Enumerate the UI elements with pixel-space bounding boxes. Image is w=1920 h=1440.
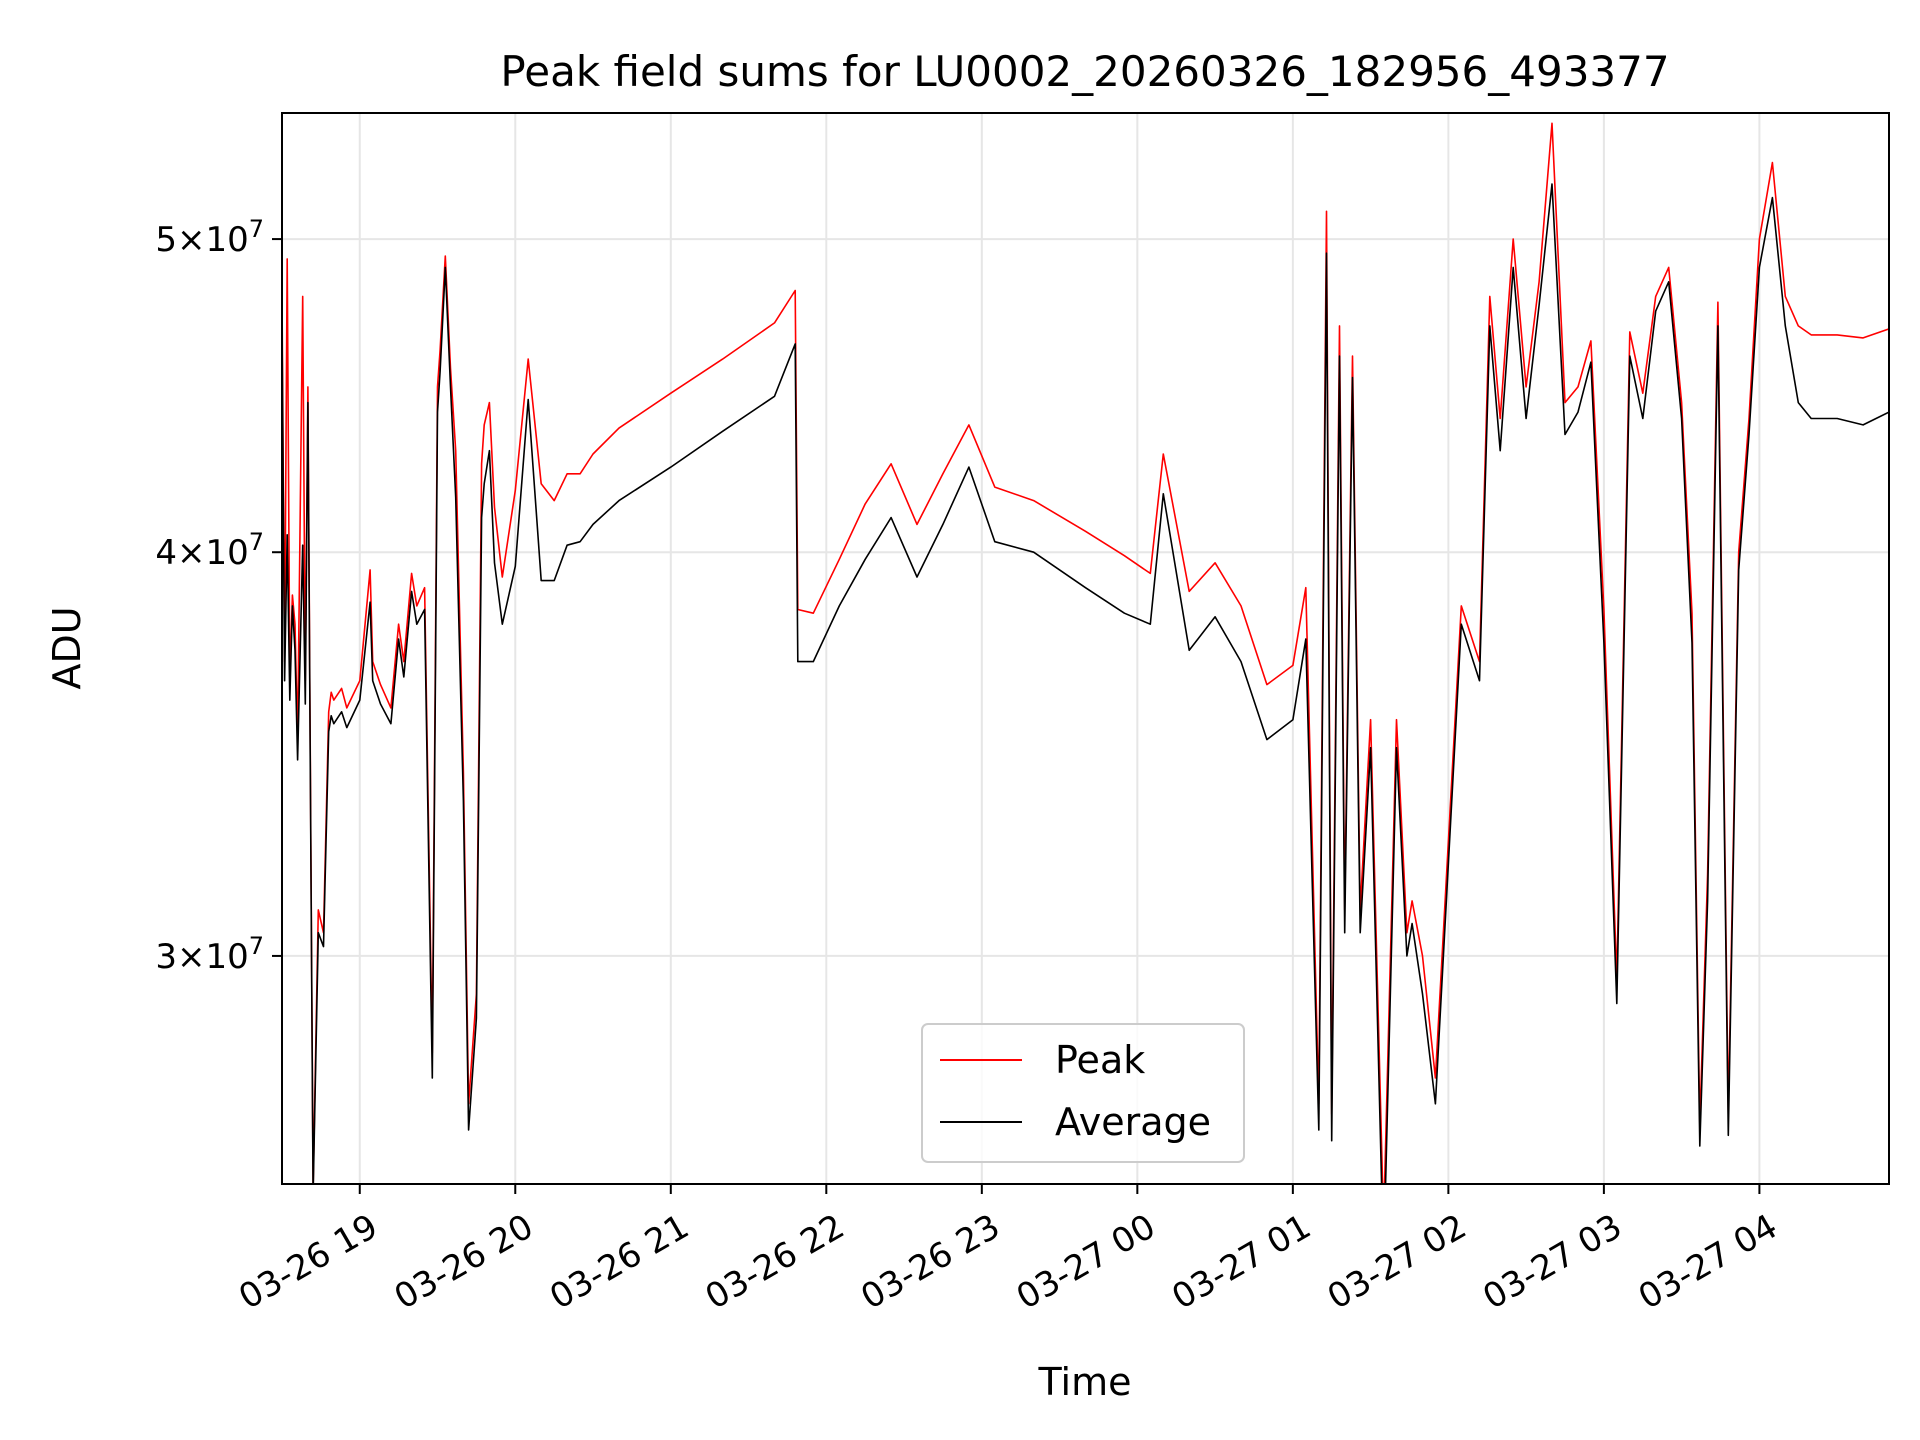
series-line-average bbox=[282, 183, 1889, 1184]
y-tick-label: 5×107 bbox=[155, 215, 264, 260]
y-tick-times: ×10 bbox=[177, 533, 249, 573]
y-tick-mantissa: 5 bbox=[155, 220, 177, 260]
x-axis-label: Time bbox=[1038, 1360, 1132, 1404]
chart-title: Peak field sums for LU0002_20260326_1829… bbox=[500, 47, 1669, 96]
legend-box bbox=[921, 1023, 1245, 1163]
y-tick-exponent: 7 bbox=[249, 528, 264, 556]
y-axis-label: ADU bbox=[45, 606, 89, 689]
grid bbox=[282, 113, 1889, 1184]
y-tick-exponent: 7 bbox=[249, 932, 264, 960]
legend: Peak Average bbox=[921, 1023, 1245, 1163]
y-tick-times: ×10 bbox=[177, 220, 249, 260]
y-tick-exponent: 7 bbox=[249, 215, 264, 243]
legend-label-average: Average bbox=[1055, 1100, 1211, 1144]
legend-label-peak: Peak bbox=[1055, 1038, 1145, 1082]
y-tick-times: ×10 bbox=[177, 937, 249, 977]
y-tick-mantissa: 4 bbox=[155, 533, 177, 573]
y-tick-mantissa: 3 bbox=[155, 937, 177, 977]
y-tick-label: 4×107 bbox=[155, 528, 264, 573]
plot-frame bbox=[281, 112, 1890, 1185]
y-tick-label: 3×107 bbox=[155, 932, 264, 977]
plot-lines bbox=[282, 122, 1889, 1184]
